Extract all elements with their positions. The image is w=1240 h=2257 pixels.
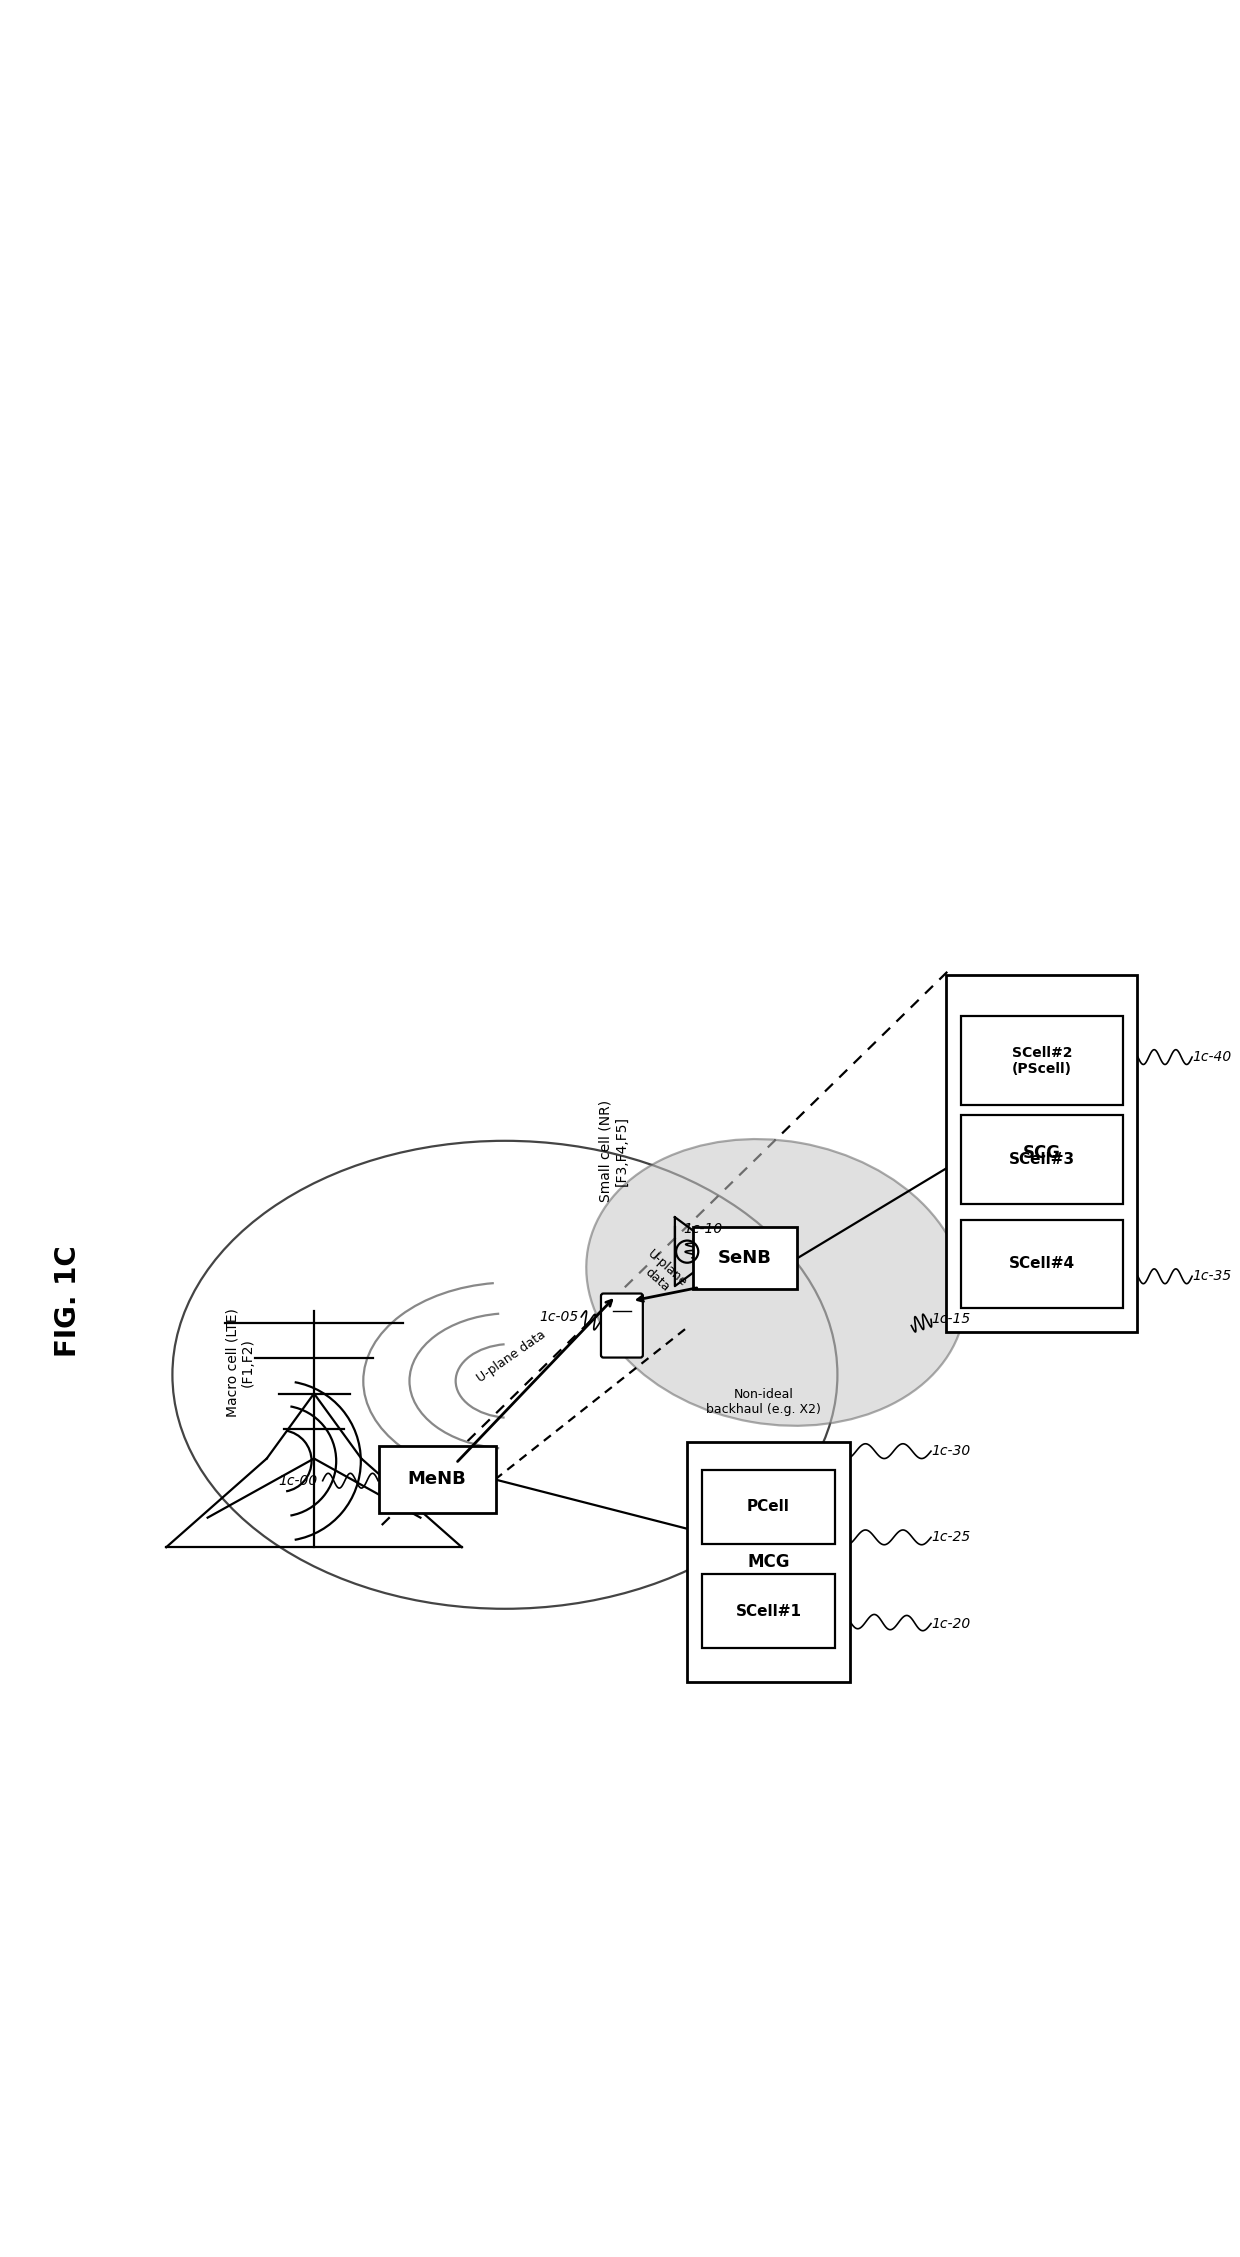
Text: SCell#1: SCell#1 bbox=[735, 1605, 801, 1618]
Text: Macro cell (LTE)
(F1,F2): Macro cell (LTE) (F1,F2) bbox=[224, 1309, 255, 1417]
Bar bbox=[702, 1469, 835, 1544]
Bar bbox=[961, 1219, 1123, 1309]
Text: 1c-10: 1c-10 bbox=[683, 1221, 723, 1235]
Bar bbox=[961, 1016, 1123, 1106]
Text: FIG. 1C: FIG. 1C bbox=[53, 1246, 82, 1356]
Text: 1c-20: 1c-20 bbox=[931, 1616, 970, 1630]
Bar bbox=[687, 1442, 849, 1681]
Text: SCell#2
(PScell): SCell#2 (PScell) bbox=[1012, 1045, 1073, 1077]
Text: 1c-40: 1c-40 bbox=[1192, 1050, 1231, 1063]
Text: SeNB: SeNB bbox=[718, 1248, 773, 1266]
FancyBboxPatch shape bbox=[601, 1293, 642, 1356]
Text: MeNB: MeNB bbox=[408, 1472, 466, 1487]
Text: MCG: MCG bbox=[748, 1553, 790, 1571]
Text: Small cell (NR)
[F3,F4,F5]: Small cell (NR) [F3,F4,F5] bbox=[598, 1099, 629, 1203]
Bar bbox=[702, 1575, 835, 1648]
Ellipse shape bbox=[587, 1140, 966, 1426]
Text: PCell: PCell bbox=[746, 1499, 790, 1514]
Text: 1c-00: 1c-00 bbox=[279, 1474, 317, 1487]
Text: 1c-35: 1c-35 bbox=[1192, 1268, 1231, 1284]
Text: U-plane data: U-plane data bbox=[474, 1327, 548, 1384]
Text: Non-ideal
backhaul (e.g. X2): Non-ideal backhaul (e.g. X2) bbox=[706, 1388, 821, 1415]
Bar bbox=[378, 1447, 496, 1514]
Text: 1c-30: 1c-30 bbox=[931, 1444, 970, 1458]
Text: 1c-15: 1c-15 bbox=[931, 1311, 970, 1327]
Text: U-plane
data: U-plane data bbox=[635, 1248, 689, 1300]
Text: 1c-05: 1c-05 bbox=[539, 1309, 579, 1325]
Bar bbox=[693, 1228, 797, 1289]
Text: 1c-25: 1c-25 bbox=[931, 1530, 970, 1544]
Text: SCG: SCG bbox=[1023, 1144, 1061, 1162]
Bar bbox=[946, 975, 1137, 1332]
Text: SCell#3: SCell#3 bbox=[1009, 1151, 1075, 1167]
Text: SCell#4: SCell#4 bbox=[1009, 1257, 1075, 1271]
Bar bbox=[961, 1115, 1123, 1203]
